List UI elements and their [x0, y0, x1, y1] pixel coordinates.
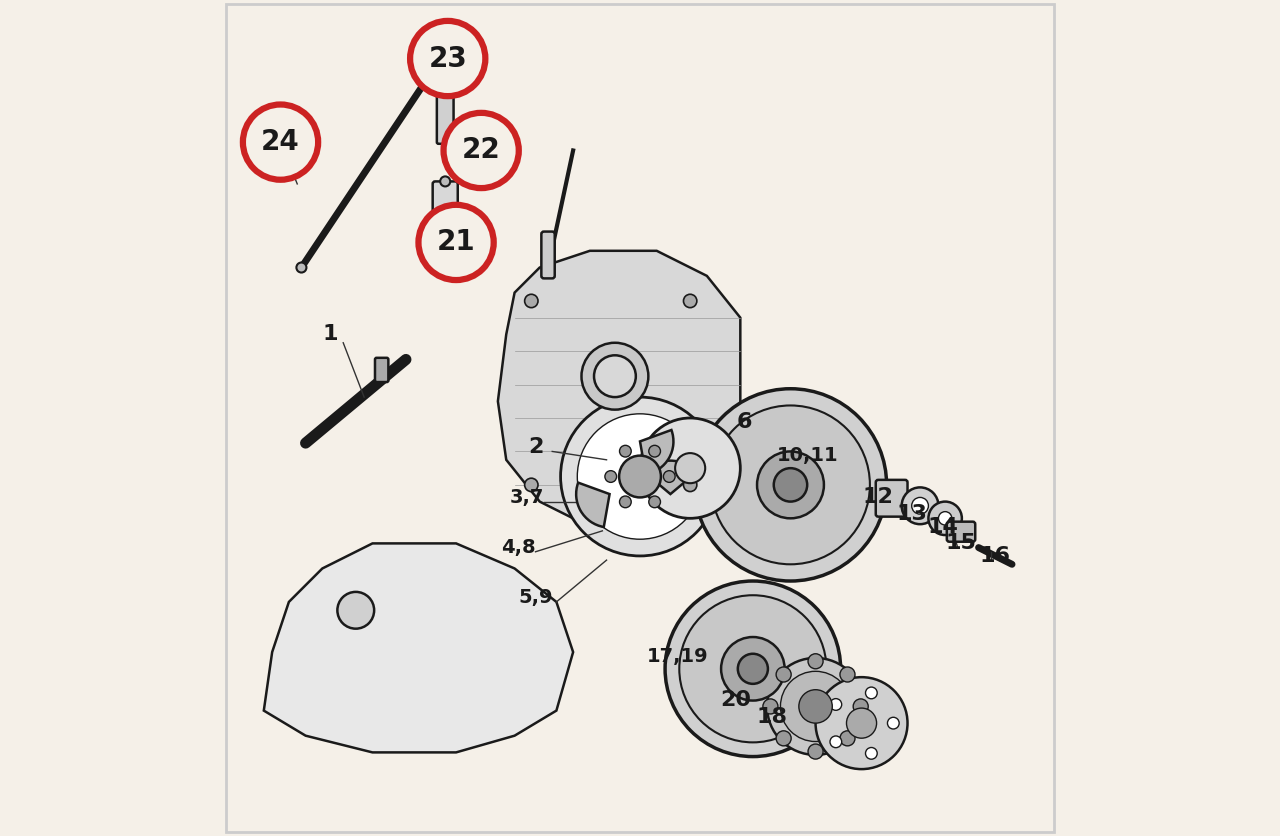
- Text: 16: 16: [979, 546, 1011, 566]
- FancyBboxPatch shape: [436, 90, 453, 144]
- Circle shape: [675, 453, 705, 483]
- Circle shape: [663, 471, 675, 482]
- Circle shape: [865, 747, 877, 759]
- Text: 18: 18: [756, 707, 787, 727]
- Circle shape: [829, 699, 842, 711]
- Circle shape: [410, 21, 485, 96]
- Circle shape: [840, 667, 855, 682]
- Circle shape: [594, 355, 636, 397]
- Circle shape: [243, 104, 319, 180]
- Circle shape: [620, 456, 660, 497]
- Circle shape: [525, 478, 538, 492]
- Circle shape: [721, 637, 785, 701]
- Circle shape: [561, 397, 719, 556]
- Text: 22: 22: [462, 136, 500, 165]
- Text: 21: 21: [436, 228, 475, 257]
- Circle shape: [938, 512, 952, 525]
- Text: 2: 2: [527, 437, 543, 457]
- Circle shape: [338, 592, 374, 629]
- Text: 10,11: 10,11: [777, 446, 838, 465]
- FancyBboxPatch shape: [434, 71, 457, 89]
- Text: 13: 13: [896, 504, 927, 524]
- Circle shape: [649, 446, 660, 457]
- Text: 3,7: 3,7: [509, 488, 544, 507]
- Circle shape: [756, 451, 824, 518]
- Circle shape: [846, 708, 877, 738]
- Circle shape: [799, 690, 832, 723]
- FancyBboxPatch shape: [876, 480, 908, 517]
- Circle shape: [666, 581, 841, 757]
- Circle shape: [776, 667, 791, 682]
- Polygon shape: [498, 251, 740, 527]
- Circle shape: [887, 717, 899, 729]
- Text: 12: 12: [863, 487, 893, 507]
- Circle shape: [620, 446, 631, 457]
- Polygon shape: [264, 543, 573, 752]
- Text: 1: 1: [323, 324, 338, 344]
- Circle shape: [525, 294, 538, 308]
- Circle shape: [808, 654, 823, 669]
- Circle shape: [684, 478, 696, 492]
- Wedge shape: [645, 461, 696, 494]
- Circle shape: [694, 389, 887, 581]
- Circle shape: [581, 343, 649, 410]
- Circle shape: [444, 113, 518, 188]
- Circle shape: [781, 671, 851, 742]
- Circle shape: [854, 699, 868, 714]
- FancyBboxPatch shape: [433, 181, 458, 228]
- Text: 6: 6: [737, 412, 753, 432]
- Circle shape: [928, 502, 961, 535]
- Circle shape: [649, 496, 660, 507]
- Circle shape: [829, 736, 842, 747]
- Circle shape: [911, 497, 928, 514]
- Text: 23: 23: [429, 44, 467, 73]
- Text: 24: 24: [261, 128, 300, 156]
- Circle shape: [763, 699, 778, 714]
- Circle shape: [737, 654, 768, 684]
- Circle shape: [431, 63, 439, 71]
- Circle shape: [808, 744, 823, 759]
- FancyBboxPatch shape: [541, 232, 554, 278]
- Circle shape: [815, 677, 908, 769]
- Circle shape: [419, 205, 494, 280]
- Text: 5,9: 5,9: [518, 589, 553, 607]
- Text: 14: 14: [927, 517, 957, 537]
- Circle shape: [620, 496, 631, 507]
- Circle shape: [680, 595, 827, 742]
- Circle shape: [577, 414, 703, 539]
- Circle shape: [840, 731, 855, 746]
- Circle shape: [605, 471, 617, 482]
- Text: 17,19: 17,19: [646, 647, 708, 665]
- Circle shape: [684, 294, 696, 308]
- Circle shape: [640, 418, 740, 518]
- Circle shape: [767, 658, 864, 755]
- Polygon shape: [420, 38, 456, 70]
- Text: 20: 20: [721, 690, 751, 710]
- FancyBboxPatch shape: [375, 358, 388, 382]
- Circle shape: [440, 176, 451, 186]
- Text: 4,8: 4,8: [502, 538, 536, 557]
- Circle shape: [712, 405, 870, 564]
- Text: 15: 15: [946, 533, 977, 553]
- Circle shape: [773, 468, 808, 502]
- Circle shape: [776, 731, 791, 746]
- Circle shape: [901, 487, 938, 524]
- Wedge shape: [576, 482, 609, 527]
- Circle shape: [865, 687, 877, 699]
- FancyBboxPatch shape: [947, 522, 975, 542]
- Wedge shape: [640, 430, 673, 474]
- Circle shape: [297, 263, 306, 273]
